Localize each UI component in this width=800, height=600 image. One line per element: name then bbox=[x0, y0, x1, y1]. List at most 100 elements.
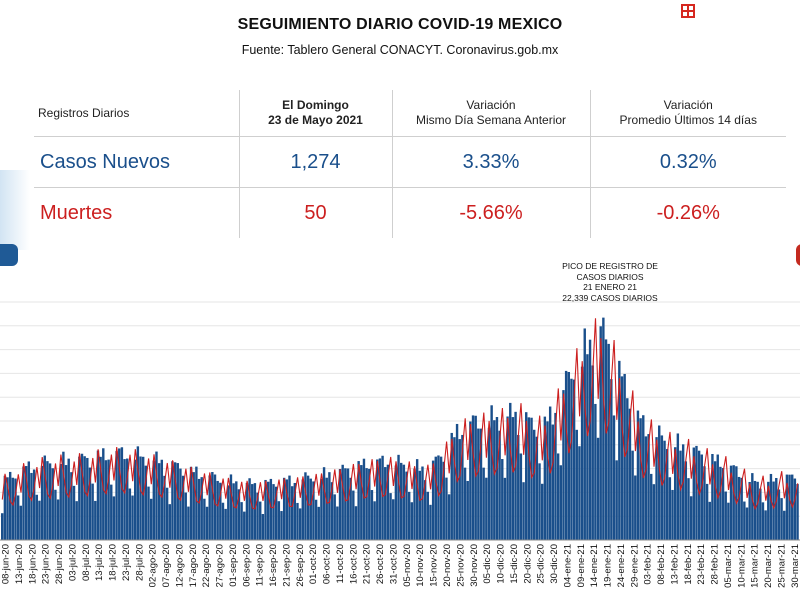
summary-table: Registros Diarios El Domingo 23 de Mayo … bbox=[34, 90, 786, 238]
col-header-var-14-line2: Promedio Últimos 14 días bbox=[619, 113, 757, 127]
bar bbox=[35, 494, 38, 540]
bar bbox=[243, 511, 246, 540]
bar bbox=[631, 450, 634, 540]
bar bbox=[767, 481, 770, 540]
bar bbox=[32, 469, 36, 540]
bar bbox=[360, 465, 363, 540]
bar bbox=[120, 447, 124, 540]
bar bbox=[612, 415, 616, 540]
bar bbox=[200, 477, 203, 540]
bar bbox=[338, 469, 342, 540]
bar bbox=[753, 480, 757, 540]
bar bbox=[713, 461, 717, 540]
bar bbox=[229, 474, 233, 540]
bar bbox=[336, 506, 339, 540]
bar bbox=[634, 475, 637, 540]
bar bbox=[118, 448, 121, 540]
x-tick-label: 08-jun-20 bbox=[1, 544, 12, 584]
table-row-deaths: Muertes 50 -5.66% -0.26% bbox=[34, 187, 786, 238]
bar bbox=[453, 437, 456, 540]
bar bbox=[514, 411, 517, 540]
peak-annotation-line-2: CASOS DIARIOS bbox=[576, 271, 644, 282]
bar bbox=[126, 458, 129, 540]
bar bbox=[349, 477, 352, 540]
x-tick-label: 28-jun-20 bbox=[54, 544, 65, 584]
bar bbox=[639, 418, 642, 540]
bar bbox=[43, 455, 46, 540]
x-tick-label: 15-mar-21 bbox=[750, 544, 761, 588]
bar bbox=[46, 461, 49, 540]
x-tick-label: 19-ene-21 bbox=[603, 544, 614, 587]
bar bbox=[578, 446, 581, 540]
bar bbox=[740, 477, 743, 540]
bar bbox=[24, 466, 28, 540]
x-tick-label: 11-oct-20 bbox=[335, 544, 346, 583]
col-header-var-week: Variación Mismo Día Semana Anterior bbox=[391, 90, 590, 137]
bar bbox=[165, 487, 169, 540]
page-title: SEGUIMIENTO DIARIO COVID-19 MEXICO bbox=[237, 16, 563, 33]
next-tab-button[interactable] bbox=[796, 244, 800, 266]
bar bbox=[213, 474, 217, 540]
x-tick-label: 01-oct-20 bbox=[308, 544, 319, 584]
prev-tab-button[interactable] bbox=[0, 244, 18, 266]
bar bbox=[386, 464, 390, 540]
x-tick-label: 26-oct-20 bbox=[375, 544, 386, 584]
x-tick-label: 13-jul-20 bbox=[94, 544, 105, 581]
col-header-var-14-line1: Variación bbox=[663, 98, 713, 112]
bar bbox=[328, 472, 331, 540]
bar bbox=[107, 459, 110, 540]
bar bbox=[618, 360, 621, 540]
bar bbox=[647, 434, 650, 540]
bar bbox=[652, 484, 656, 540]
bar bbox=[429, 504, 432, 540]
bar bbox=[67, 458, 70, 540]
x-tick-label: 16-oct-20 bbox=[348, 544, 359, 584]
x-tick-label: 20-mar-21 bbox=[763, 544, 774, 588]
bar bbox=[136, 446, 140, 540]
bar bbox=[134, 459, 137, 540]
bar bbox=[602, 317, 605, 540]
bar bbox=[91, 483, 94, 540]
bar bbox=[445, 477, 448, 540]
table-row-cases: Casos Nuevos 1,274 3.33% 0.32% bbox=[34, 136, 786, 188]
x-tick-label: 06-oct-20 bbox=[322, 544, 333, 584]
bar bbox=[277, 501, 281, 540]
bar bbox=[415, 459, 419, 540]
bar bbox=[64, 465, 68, 540]
bar bbox=[378, 458, 382, 540]
bar bbox=[27, 461, 31, 540]
cases-var-week: 3.33% bbox=[391, 136, 590, 188]
bar bbox=[703, 466, 706, 540]
bar bbox=[128, 488, 132, 540]
bar bbox=[434, 456, 437, 540]
bar bbox=[16, 495, 20, 540]
bar bbox=[783, 510, 786, 540]
cases-label: Casos Nuevos bbox=[34, 136, 239, 188]
bar bbox=[604, 339, 608, 540]
bar bbox=[131, 495, 134, 540]
bar bbox=[221, 502, 225, 540]
bar bbox=[644, 436, 648, 540]
bar bbox=[471, 415, 475, 540]
bar bbox=[144, 465, 148, 540]
deaths-label: Muertes bbox=[34, 187, 239, 238]
bar bbox=[533, 429, 536, 540]
x-tick-label: 13-feb-21 bbox=[669, 544, 680, 585]
bar bbox=[562, 390, 565, 540]
bar bbox=[48, 463, 52, 540]
x-tick-label: 04-ene-21 bbox=[562, 544, 573, 587]
bar bbox=[296, 502, 299, 540]
bar bbox=[102, 448, 105, 540]
bar bbox=[285, 479, 289, 540]
bar bbox=[141, 456, 145, 540]
bar bbox=[56, 499, 60, 540]
bar bbox=[551, 424, 555, 540]
series-line bbox=[1, 318, 799, 511]
bar bbox=[192, 472, 195, 540]
bar bbox=[346, 468, 350, 540]
bar bbox=[732, 465, 735, 540]
bar bbox=[442, 461, 445, 540]
deaths-var-14: -0.26% bbox=[589, 187, 786, 238]
bar bbox=[253, 483, 257, 540]
